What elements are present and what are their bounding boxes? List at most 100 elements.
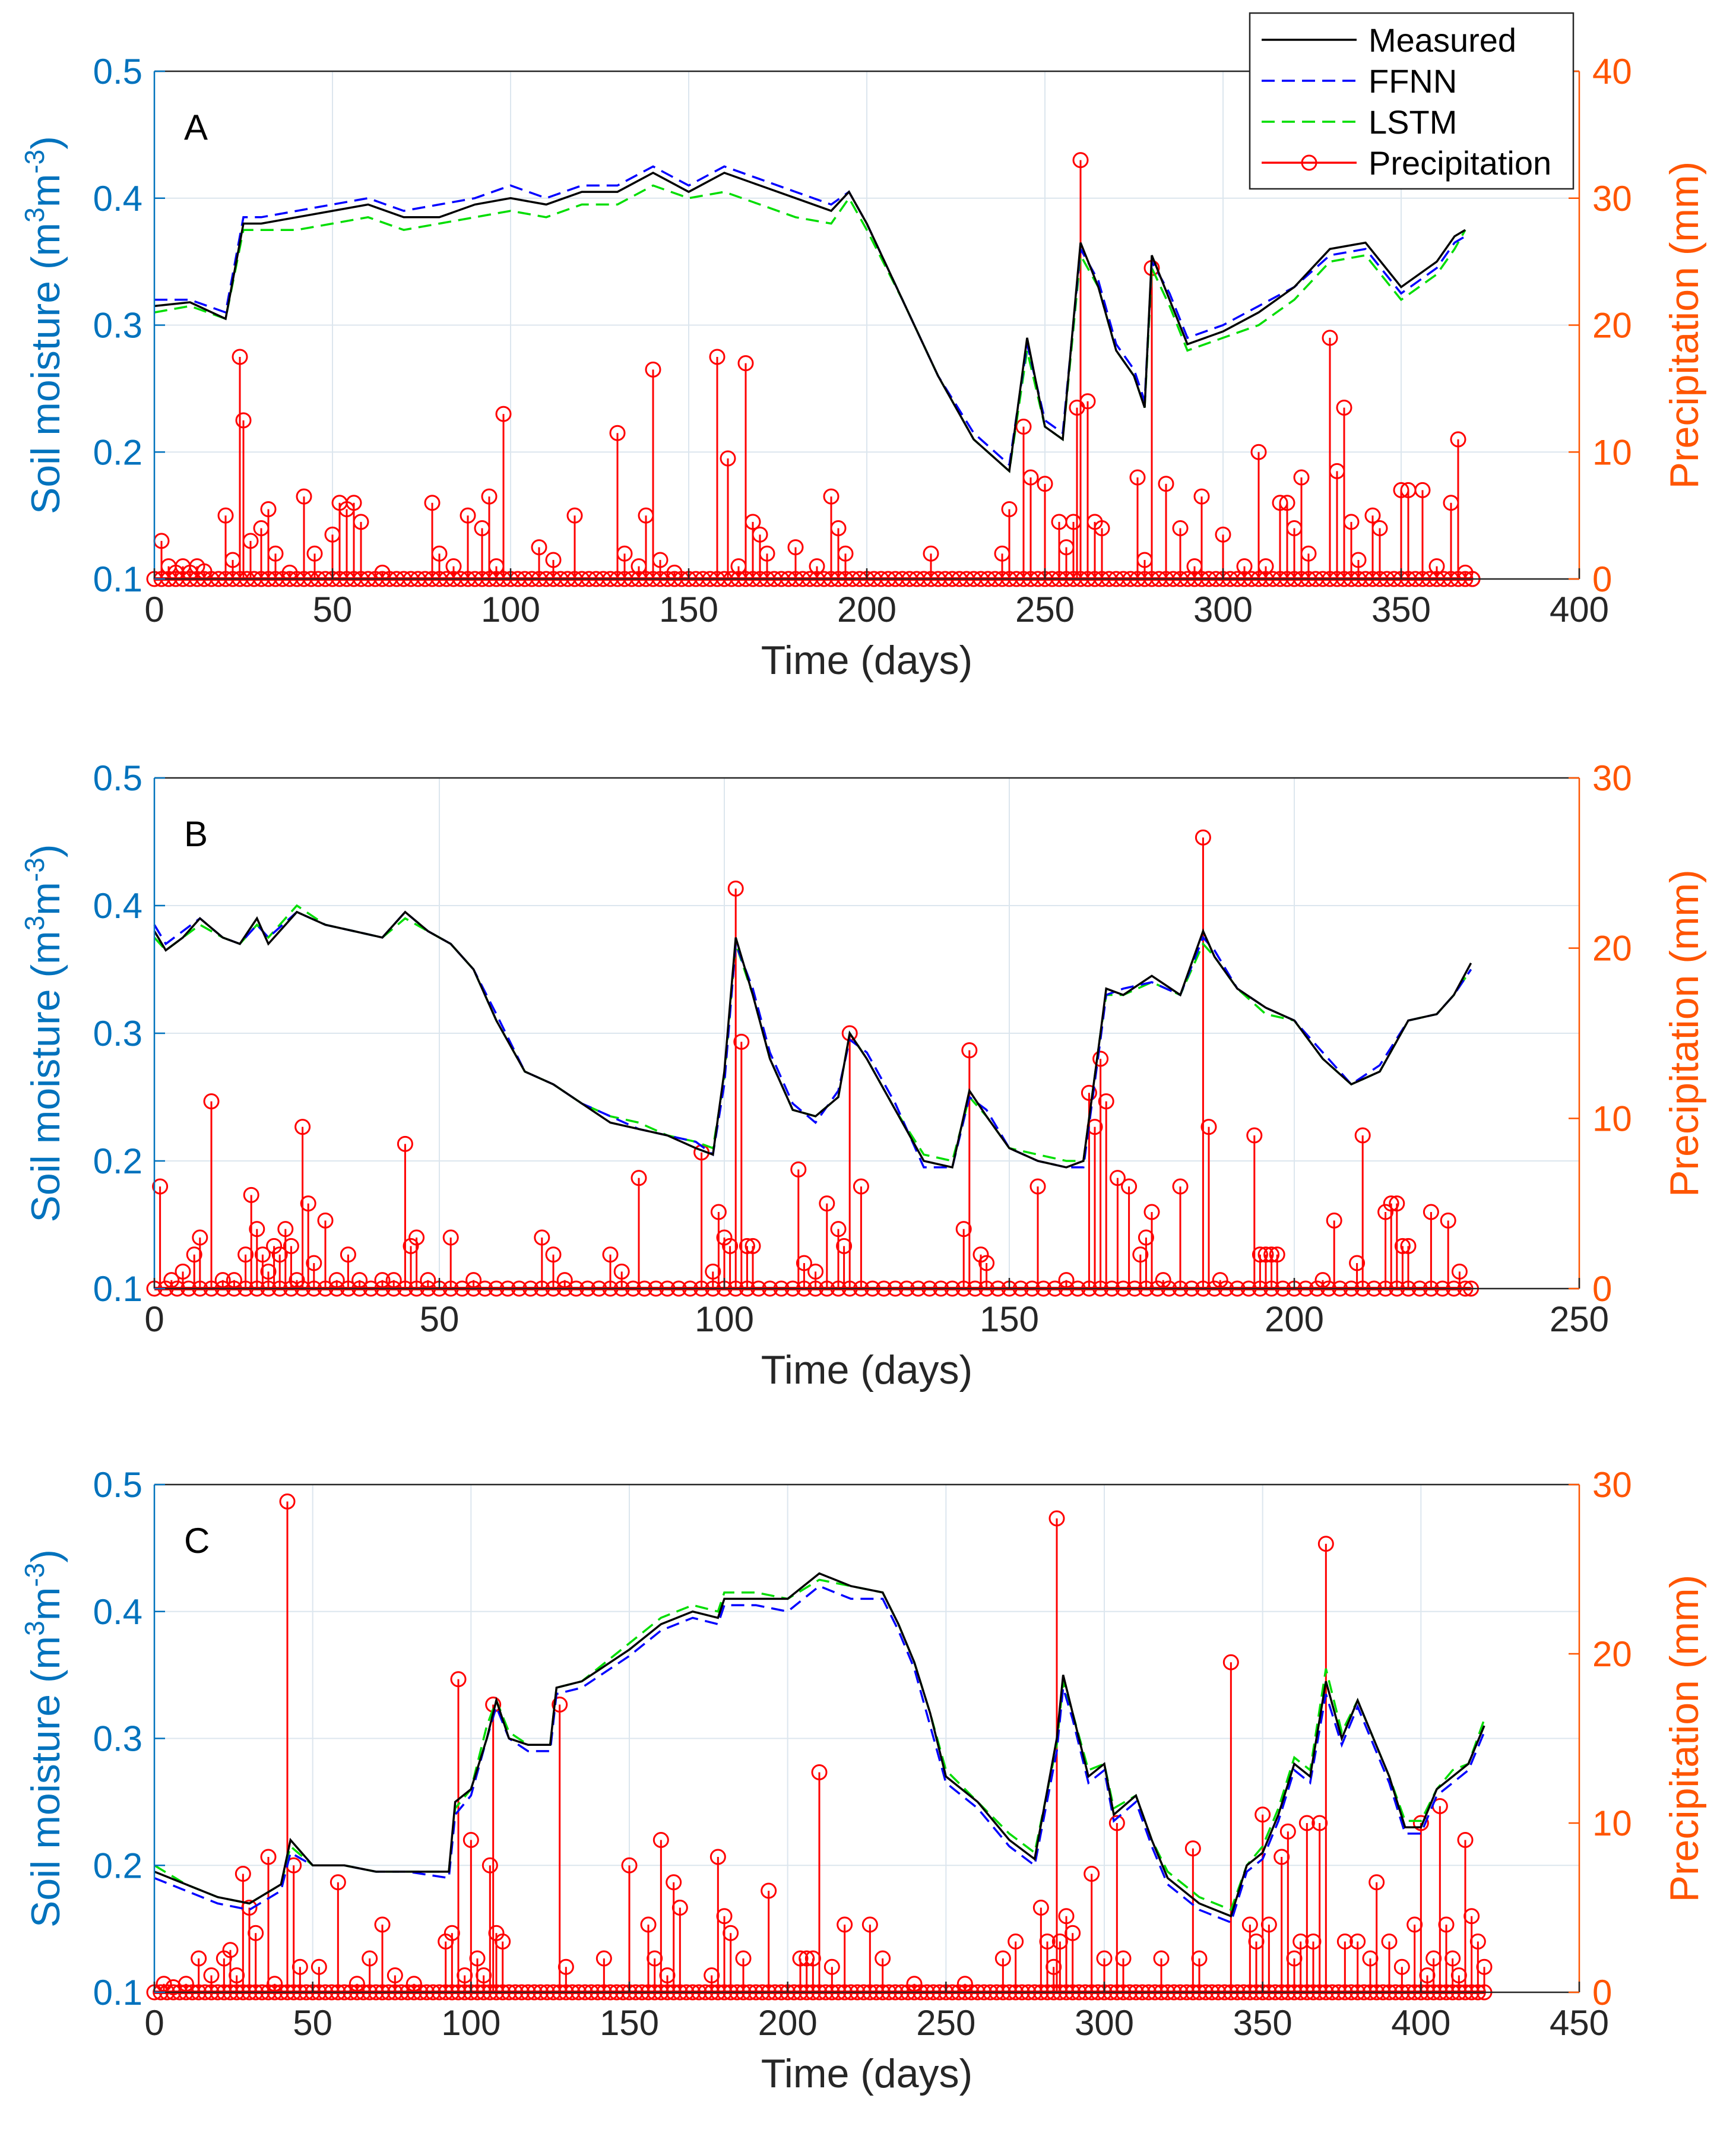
precipitation-marker — [387, 1967, 403, 1983]
precipitation-marker — [1368, 1874, 1385, 1891]
precipitation-marker — [495, 406, 512, 422]
y-left-label-sup: 3 — [19, 916, 50, 931]
precipitation-marker — [300, 1195, 316, 1212]
precipitation-marker — [1065, 1925, 1081, 1941]
precipitation-marker — [1381, 1934, 1398, 1950]
y-right-tick-label: 40 — [1592, 52, 1632, 91]
precipitation-marker — [823, 488, 840, 505]
precipitation-marker — [836, 1238, 853, 1254]
x-tick-label: 350 — [1371, 590, 1431, 629]
precipitation-marker — [1440, 1212, 1456, 1229]
precipitation-marker — [243, 1186, 259, 1203]
precipitation-marker — [1084, 1866, 1100, 1882]
precipitation-marker — [978, 1255, 995, 1271]
precipitation-marker — [1215, 526, 1231, 543]
precipitation-marker — [557, 1958, 574, 1975]
precipitation-series — [146, 152, 1481, 587]
precipitation-marker — [613, 1263, 630, 1280]
x-tick-label: 50 — [313, 590, 353, 629]
y-left-tick-label: 0.5 — [93, 1465, 142, 1505]
y-left-tick-label: 0.2 — [93, 1846, 142, 1885]
precipitation-marker — [1236, 558, 1253, 575]
precipitation-marker — [1293, 469, 1310, 486]
precipitation-marker — [317, 1212, 334, 1229]
precipitation-marker — [621, 1857, 638, 1874]
precipitation-marker — [254, 1246, 271, 1263]
y-left-label-sup: -3 — [19, 857, 50, 882]
precipitation-marker — [462, 1832, 479, 1848]
precipitation-marker — [796, 1255, 812, 1271]
precipitation-marker — [1377, 1204, 1394, 1220]
precipitation-marker — [716, 1908, 733, 1925]
x-axis-label: Time (days) — [761, 638, 972, 683]
precipitation-marker — [1252, 1246, 1268, 1263]
precipitation-marker — [1263, 1246, 1280, 1263]
precipitation-marker — [222, 1942, 239, 1958]
precipitation-marker — [1081, 1084, 1097, 1101]
precipitation-marker — [481, 1857, 498, 1874]
x-tick-label: 150 — [600, 2003, 659, 2043]
y-left-label-part: Soil moisture (m — [23, 1636, 68, 1928]
y-right-axis-label: Precipitation (mm) — [1662, 869, 1707, 1197]
y-right-tick-label: 10 — [1592, 432, 1632, 472]
precipitation-marker — [1394, 1238, 1411, 1254]
y-right-tick-label: 30 — [1592, 1465, 1632, 1505]
precipitation-marker — [531, 539, 547, 556]
precipitation-marker — [709, 1849, 726, 1865]
y-right-tick-label: 0 — [1592, 1269, 1612, 1309]
precipitation-marker — [552, 1697, 568, 1713]
y-left-label-part: Soil moisture (m — [23, 931, 68, 1222]
precipitation-marker — [723, 1925, 739, 1941]
precipitation-marker — [1298, 1815, 1315, 1831]
measured-line — [153, 910, 1472, 1169]
precipitation-marker — [640, 1916, 657, 1933]
precipitation-marker — [837, 1916, 853, 1933]
y-left-tick-label: 0.4 — [93, 1592, 142, 1632]
precipitation-marker — [1191, 1950, 1208, 1967]
precipitation-marker — [705, 1263, 721, 1280]
precipitation-marker — [616, 545, 633, 562]
precipitation-marker — [1108, 1815, 1125, 1831]
precipitation-marker — [1400, 1238, 1417, 1254]
precipitation-marker — [609, 425, 626, 441]
precipitation-marker — [722, 1238, 739, 1254]
precipitation-marker — [923, 545, 939, 562]
precipitation-marker — [232, 349, 248, 365]
precipitation-marker — [1022, 469, 1039, 486]
x-tick-label: 50 — [293, 2003, 332, 2043]
precipitation-marker — [445, 558, 462, 575]
y-left-label-part: ) — [23, 136, 68, 150]
precipitation-marker — [1463, 1908, 1480, 1925]
x-tick-label: 150 — [980, 1299, 1039, 1339]
precipitation-marker — [1222, 1654, 1239, 1670]
precipitation-marker — [1121, 1178, 1138, 1195]
precipitation-marker — [235, 1866, 251, 1882]
precipitation-series — [146, 1493, 1493, 2001]
x-tick-label: 100 — [481, 590, 540, 629]
precipitation-marker — [203, 1093, 220, 1110]
precipitation-marker — [267, 545, 284, 562]
y-left-tick-label: 0.2 — [93, 432, 142, 472]
precipitation-marker — [1450, 431, 1466, 448]
y-left-tick-label: 0.4 — [93, 886, 142, 926]
precipitation-marker — [1138, 1229, 1154, 1246]
precipitation-marker — [1349, 1255, 1366, 1271]
panel-b: 0 50 100 150 200 250 0.1 0.2 0.3 0.4 0.5 0 10 20 30 Tim… — [19, 758, 1707, 1393]
precipitation-marker — [752, 526, 768, 543]
precipitation-marker — [875, 1950, 891, 1967]
x-tick-label: 200 — [758, 2003, 818, 2043]
x-tick-label: 0 — [144, 1299, 164, 1339]
precipitation-marker — [442, 1229, 459, 1246]
precipitation-marker — [1423, 1204, 1439, 1220]
precipitation-marker — [972, 1246, 989, 1263]
precipitation-marker — [283, 1238, 299, 1254]
precipitation-marker — [961, 1042, 978, 1059]
precipitation-marker — [1172, 1178, 1189, 1195]
precipitation-marker — [1015, 419, 1032, 435]
precipitation-marker — [1153, 1950, 1170, 1967]
precipitation-marker — [737, 355, 754, 372]
precipitation-marker — [235, 412, 252, 429]
x-tick-label: 200 — [1265, 1299, 1324, 1339]
y-left-axis-label: Soil moisture (m3m-3) — [19, 844, 68, 1222]
precipitation-marker — [495, 1934, 511, 1950]
